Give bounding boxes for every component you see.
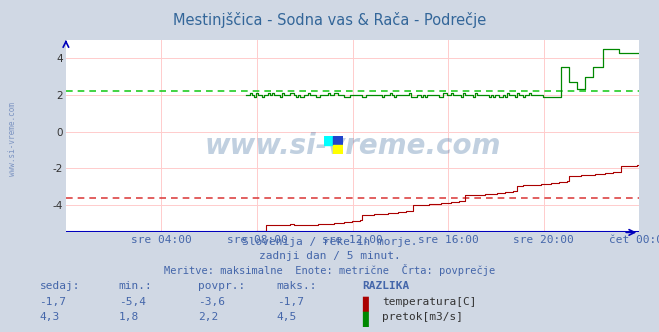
Text: min.:: min.: [119, 281, 152, 290]
Text: pretok[m3/s]: pretok[m3/s] [382, 312, 463, 322]
Text: 4,5: 4,5 [277, 312, 297, 322]
Text: RAZLIKA: RAZLIKA [362, 281, 410, 290]
Text: maks.:: maks.: [277, 281, 317, 290]
Text: -1,7: -1,7 [40, 297, 67, 307]
Text: ▌: ▌ [362, 297, 374, 312]
Bar [333, 145, 343, 154]
Bar [324, 136, 333, 145]
Text: povpr.:: povpr.: [198, 281, 245, 290]
Text: temperatura[C]: temperatura[C] [382, 297, 476, 307]
Text: -1,7: -1,7 [277, 297, 304, 307]
Text: -5,4: -5,4 [119, 297, 146, 307]
Text: www.si-vreme.com: www.si-vreme.com [8, 103, 17, 176]
Text: ▌: ▌ [362, 312, 374, 327]
Text: 2,2: 2,2 [198, 312, 218, 322]
Text: 4,3: 4,3 [40, 312, 60, 322]
Text: -3,6: -3,6 [198, 297, 225, 307]
Text: sedaj:: sedaj: [40, 281, 80, 290]
Text: Meritve: maksimalne  Enote: metrične  Črta: povprečje: Meritve: maksimalne Enote: metrične Črta… [164, 264, 495, 276]
Text: zadnji dan / 5 minut.: zadnji dan / 5 minut. [258, 251, 401, 261]
Text: Mestinjščica - Sodna vas & Rača - Podrečje: Mestinjščica - Sodna vas & Rača - Podreč… [173, 12, 486, 28]
Text: www.si-vreme.com: www.si-vreme.com [204, 132, 501, 160]
Bar [333, 136, 343, 145]
Text: Slovenija / reke in morje.: Slovenija / reke in morje. [242, 237, 417, 247]
Text: 1,8: 1,8 [119, 312, 139, 322]
